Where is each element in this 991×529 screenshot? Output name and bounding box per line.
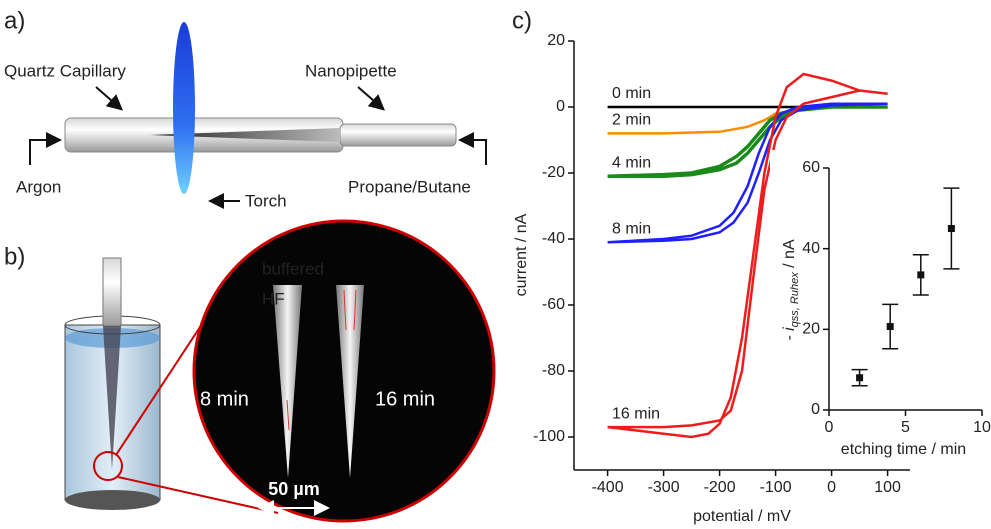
series-label: 2 min: [612, 112, 651, 129]
pipette: [339, 123, 457, 147]
chart: -400 -300 -200 -100 0 100-100-80-60-40-20020p…: [513, 32, 991, 525]
curve: [607, 72, 888, 439]
label: 16 min: [375, 388, 435, 410]
curve: [607, 105, 888, 179]
y-axis-label: - iqss, Ruhex / nA: [781, 239, 801, 341]
x-tick-label: 0: [825, 419, 834, 436]
panel-a: a) Quartz Capillary Nanopipette Argon Pr…: [4, 7, 487, 210]
flame: [173, 22, 195, 194]
x-tick-label: -100: [760, 479, 792, 496]
label: HF: [262, 289, 285, 308]
label: 8 min: [200, 388, 249, 410]
label: 50 µm: [268, 479, 319, 499]
y-axis-label: current / nA: [513, 213, 530, 296]
y-axis-label-unit: / nA: [781, 239, 798, 272]
point: [947, 225, 955, 232]
x-tick-label: 10: [973, 419, 991, 436]
y-axis-label-sub: qss, Ruhex: [789, 272, 801, 328]
x-axis-label: etching time / min: [841, 441, 966, 458]
arrow: [95, 86, 124, 111]
y-tick-label: 0: [811, 401, 820, 418]
x-axis-label: potential / mV: [693, 508, 791, 525]
x-tick-label: -200: [704, 479, 736, 496]
zoom-line: [117, 476, 279, 514]
label: Nanopipette: [305, 61, 397, 80]
point: [886, 323, 894, 331]
panel-label: a): [4, 7, 25, 34]
zoom-circle: [93, 451, 123, 481]
series-label: 4 min: [612, 155, 651, 172]
y-tick-label: 20: [802, 321, 820, 338]
label: Torch: [245, 191, 287, 210]
panel-label: c): [512, 7, 532, 34]
panel-label: b): [4, 243, 25, 270]
label: buffered: [262, 259, 324, 278]
y-axis-label-main: - i: [781, 327, 798, 341]
y-tick-label: 60: [802, 159, 820, 176]
series-label: 16 min: [612, 405, 660, 422]
y-tick-label: -60: [542, 296, 565, 313]
y-tick-label: -80: [542, 362, 565, 379]
panel-b: b) buffered HF 8 min 16 min 50 µm: [4, 219, 496, 523]
taper: [150, 128, 340, 142]
arrow: [458, 132, 487, 165]
point: [856, 374, 864, 382]
x-tick-label: -400: [592, 479, 624, 496]
curve: [607, 102, 888, 244]
x-tick-label: 100: [874, 479, 901, 496]
y-tick-label: 40: [802, 240, 820, 257]
pipette: [102, 257, 122, 327]
y-tick-label: -100: [533, 428, 565, 445]
series-label: 8 min: [612, 221, 651, 238]
y-tick-label: 20: [547, 32, 565, 49]
beaker-bottom: [65, 490, 160, 510]
label: Propane/Butane: [348, 177, 471, 196]
point: [917, 271, 925, 279]
pipette-tip: [103, 326, 121, 470]
label: Quartz Capillary: [4, 61, 126, 80]
x-tick-label: -300: [648, 479, 680, 496]
x-tick-label: 0: [827, 479, 836, 496]
tip: [273, 285, 302, 478]
series-label: 0 min: [612, 85, 651, 102]
y-tick-label: -40: [542, 230, 565, 247]
tip-mark: [286, 289, 357, 431]
tip: [336, 285, 364, 478]
y-tick-label: -20: [542, 164, 565, 181]
arrow: [29, 132, 62, 165]
y-tick-label: 0: [556, 98, 565, 115]
x-tick-label: 5: [901, 419, 910, 436]
arrow: [357, 86, 386, 111]
label: Argon: [16, 177, 61, 196]
inset-background: [770, 150, 988, 460]
